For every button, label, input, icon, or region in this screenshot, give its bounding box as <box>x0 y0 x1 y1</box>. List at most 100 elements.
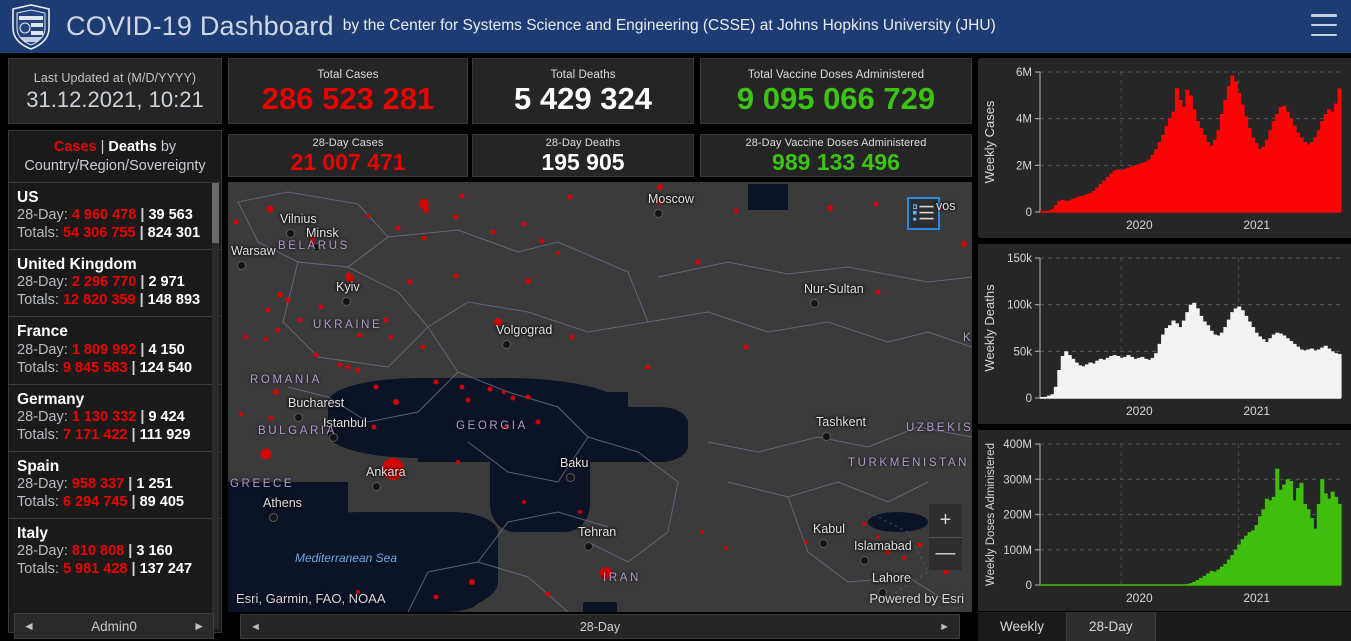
28day-deaths-label: 28-Day Deaths <box>545 136 621 149</box>
admin-level-selector[interactable]: ◄ Admin0 ► <box>14 613 214 639</box>
map-city-label: Vilnius <box>280 212 317 226</box>
country-list-item[interactable]: US 28-Day: 4 960 478 | 39 563 Totals: 54 3… <box>9 182 221 249</box>
country-list-item[interactable]: United Kingdom 28-Day: 2 296 770 | 2 971 T… <box>9 249 221 316</box>
map-country-label: GREECE <box>230 478 295 490</box>
map-borders <box>237 191 972 612</box>
country-totals-line: Totals: 9 845 583 | 124 540 <box>17 359 193 376</box>
y-axis-tick-label: 0 <box>1026 393 1032 405</box>
map-metric-selector[interactable]: ◄ 28-Day ► <box>240 614 960 639</box>
y-axis-title: Weekly Doses Administered <box>985 443 997 586</box>
map-city-label: Kyiv <box>336 280 360 294</box>
legend-list-icon[interactable] <box>907 197 940 230</box>
map-city-label: Bucharest <box>288 396 345 410</box>
right-arrow-icon[interactable]: ► <box>193 619 205 633</box>
map-city-label: Volgograd <box>496 323 553 337</box>
map-city-dot <box>878 588 887 597</box>
country-name: United Kingdom <box>17 256 137 274</box>
hamburger-menu-icon[interactable] <box>1311 14 1337 36</box>
map-city-dot <box>237 261 246 270</box>
zoom-out-button[interactable]: — <box>935 542 956 565</box>
country-list-item[interactable]: Italy 28-Day: 810 808 | 3 160 Totals: 5 98… <box>9 517 221 585</box>
heading-cases: Cases <box>53 139 97 155</box>
chart-tab-weekly[interactable]: Weekly <box>978 612 1068 641</box>
map-city-dot <box>342 297 351 306</box>
28day-vaccine-doses-card: 28-Day Vaccine Doses Administered 989 13… <box>700 134 972 177</box>
map-city-label: Islamabad <box>854 539 912 553</box>
map-city-label: Tehran <box>578 525 617 539</box>
map-city-dot <box>502 340 511 349</box>
country-28day-line: 28-Day: 1 809 992 | 4 150 <box>17 341 185 358</box>
map-country-label: BELARUS <box>278 240 350 252</box>
last-updated-card: Last Updated at (M/D/YYYY) 31.12.2021, 1… <box>8 58 222 124</box>
zoom-in-button[interactable]: + <box>929 504 962 538</box>
map-city-dot <box>372 482 381 491</box>
map-city-dot <box>810 299 819 308</box>
label-totals: Totals: <box>17 359 59 376</box>
country-list-item[interactable]: Spain 28-Day: 958 337 | 1 251 Totals: 6 29… <box>9 450 221 518</box>
label-28day: 28-Day: <box>17 341 68 358</box>
left-arrow-icon[interactable]: ◄ <box>250 620 261 633</box>
heading-sep: | <box>100 139 105 155</box>
country-name: Italy <box>17 524 49 542</box>
country-list-heading: Cases | Deaths by Country/Region/Soverei… <box>9 131 221 182</box>
world-map[interactable]: Moscow Vilnius Minsk Warsaw Kyiv Volgograd Nur… <box>228 182 972 612</box>
y-axis-tick-label: 100M <box>1003 545 1032 557</box>
weekly-cases-plot: 0 2M 4M 6M 2020 2021 Weekly Cases <box>982 67 1342 232</box>
chart-tabs-filler <box>1155 612 1351 641</box>
map-country-label: BULGARIA <box>258 425 337 437</box>
country-list-item[interactable]: France 28-Day: 1 809 992 | 4 150 Totals: 9… <box>9 316 221 383</box>
map-city-dot <box>269 513 278 522</box>
map-city-label: Lahore <box>872 571 911 585</box>
map-city-dot <box>329 433 338 442</box>
y-axis-tick-label: 150k <box>1007 253 1032 265</box>
28day-cases-value: 21 007 471 <box>290 149 406 176</box>
value-28day-deaths: 39 563 <box>148 207 193 224</box>
x-axis-tick-label: 2021 <box>1243 404 1270 418</box>
country-name: Spain <box>17 457 60 475</box>
value-total-deaths: 137 247 <box>139 561 193 578</box>
chart-tab-28-day[interactable]: 28-Day <box>1067 612 1156 641</box>
country-totals-line: Totals: 54 306 755 | 824 301 <box>17 225 201 242</box>
map-country-label: IRAN <box>603 572 641 584</box>
map-country-label: ROMANIA <box>250 374 322 386</box>
value-total-deaths: 89 405 <box>139 493 184 510</box>
map-city-dot <box>822 432 831 441</box>
map-city-dot <box>294 413 303 422</box>
country-totals-line: Totals: 12 820 359 | 148 893 <box>17 292 201 309</box>
map-city-label: Istanbul <box>323 416 367 430</box>
label-28day: 28-Day: <box>17 408 68 425</box>
sidebar-scrollbar-track[interactable] <box>212 183 219 629</box>
value-28day-cases: 4 960 478 <box>71 207 137 224</box>
map-city-label: Minsk <box>306 226 339 240</box>
left-arrow-icon[interactable]: ◄ <box>23 619 35 633</box>
country-list-item[interactable]: Germany 28-Day: 1 130 332 | 9 424 Totals: … <box>9 383 221 451</box>
chart-period-tabs[interactable]: Weekly 28-Day <box>978 612 1351 641</box>
label-28day: 28-Day: <box>17 543 68 560</box>
28day-vaccine-value: 989 133 496 <box>772 149 900 176</box>
28day-cases-card: 28-Day Cases 21 007 471 <box>228 134 468 177</box>
sidebar-scrollbar-thumb[interactable] <box>212 183 219 243</box>
map-country-label: TURKMENISTAN <box>848 457 970 469</box>
country-list-panel[interactable]: Cases | Deaths by Country/Region/Soverei… <box>8 130 222 633</box>
map-country-label: UKRAINE <box>313 319 383 331</box>
value-28day-deaths: 3 160 <box>136 543 173 560</box>
value-total-deaths: 824 301 <box>147 225 201 242</box>
total-cases-label: Total Cases <box>317 69 379 82</box>
value-total-deaths: 111 929 <box>139 426 191 443</box>
map-country-label: UZBEKISTAN <box>906 422 972 434</box>
jhu-shield-logo <box>10 3 52 50</box>
right-arrow-icon[interactable]: ► <box>939 620 950 633</box>
country-totals-line: Totals: 6 294 745 | 89 405 <box>17 493 184 510</box>
last-updated-value: 31.12.2021, 10:21 <box>26 87 204 113</box>
28day-deaths-card: 28-Day Deaths 195 905 <box>472 134 694 177</box>
total-vaccine-label: Total Vaccine Doses Administered <box>747 69 925 82</box>
value-28day-cases: 810 808 <box>71 543 125 560</box>
value-total-cases: 7 171 422 <box>62 426 128 443</box>
map-city-label: Warsaw <box>231 244 276 258</box>
map-city-label: Athens <box>263 496 302 510</box>
value-28day-deaths: 2 971 <box>148 274 185 291</box>
label-totals: Totals: <box>17 561 59 578</box>
value-28day-deaths: 1 251 <box>136 475 173 492</box>
28day-deaths-value: 195 905 <box>541 149 625 176</box>
map-zoom-controls[interactable]: + — <box>929 504 962 570</box>
